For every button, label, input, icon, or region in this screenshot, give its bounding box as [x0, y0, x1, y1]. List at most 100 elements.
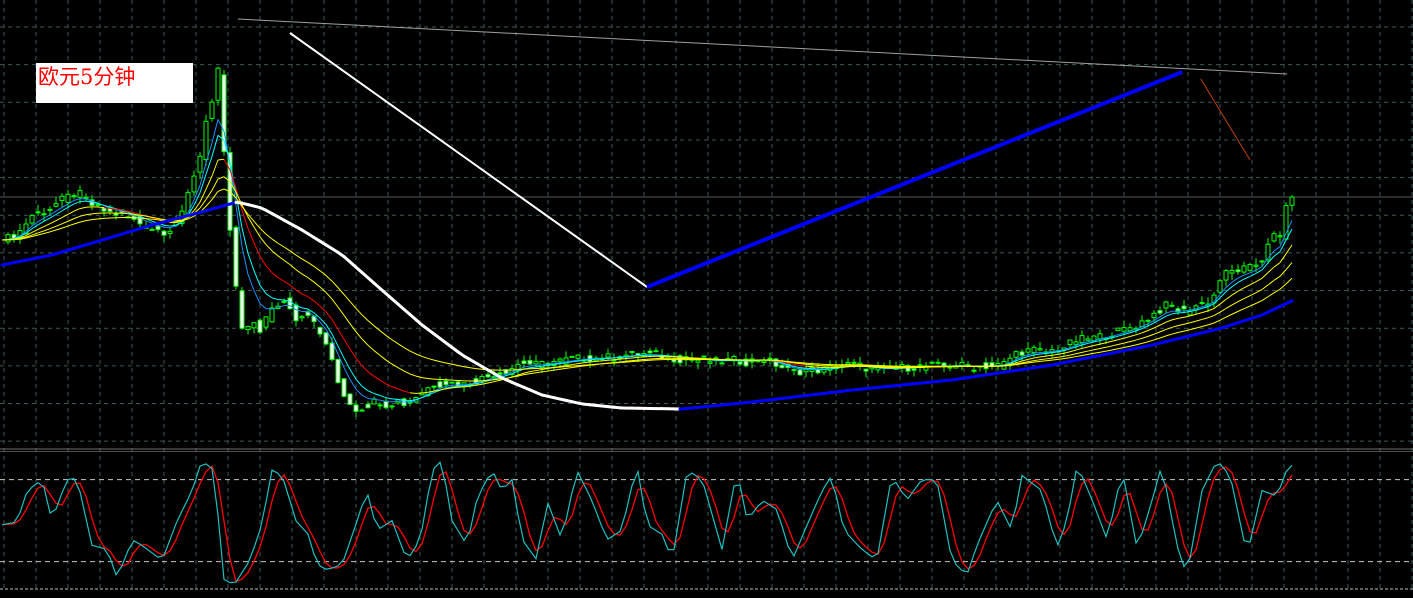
moving-average-line: [253, 270, 261, 286]
moving-average-line: [469, 384, 477, 387]
moving-average-line: [793, 367, 801, 370]
moving-average-line: [463, 385, 471, 388]
candle-body: [1079, 335, 1085, 344]
candle-body: [335, 358, 341, 384]
candle-body: [1259, 260, 1265, 263]
moving-average-line: [79, 220, 87, 223]
moving-average-line: [373, 350, 381, 356]
moving-average-line: [619, 355, 627, 358]
moving-average-line: [193, 192, 201, 206]
moving-average-line: [277, 277, 285, 282]
moving-average-line: [289, 301, 297, 306]
moving-average-line: [1183, 329, 1191, 332]
moving-average-line: [1243, 295, 1251, 299]
moving-average-line: [1075, 342, 1083, 346]
moving-average-line: [1177, 330, 1185, 333]
candle-body: [191, 175, 197, 193]
moving-average-line: [1237, 274, 1245, 279]
moving-average-line: [157, 224, 165, 228]
moving-average-line: [385, 335, 393, 341]
moving-average-line: [1069, 353, 1077, 356]
moving-average-line: [1189, 327, 1197, 331]
moving-average-line: [271, 272, 279, 278]
candle-body: [1013, 351, 1019, 358]
moving-average-line: [337, 329, 345, 340]
moving-average-line: [205, 156, 213, 175]
moving-average-line: [1195, 318, 1203, 322]
moving-average-line: [49, 214, 57, 219]
candle-body: [101, 207, 107, 212]
moving-average-line: [409, 399, 417, 402]
moving-average-line: [1159, 312, 1167, 318]
candle-body: [5, 234, 11, 243]
candle-body: [95, 203, 101, 206]
moving-average-line: [1165, 326, 1173, 330]
moving-average-line: [553, 368, 561, 371]
moving-average-line: [379, 355, 387, 361]
candle-body: [251, 322, 257, 329]
moving-average-line: [61, 225, 69, 229]
moving-average-line: [193, 201, 201, 211]
moving-average-line: [1267, 255, 1275, 264]
moving-average-line: [1249, 281, 1257, 286]
moving-average-line: [1039, 352, 1047, 355]
moving-average-line: [1141, 341, 1149, 344]
moving-average-line: [391, 339, 399, 345]
moving-average-line: [493, 378, 501, 381]
moving-average-line: [445, 386, 453, 389]
moving-average-line: [235, 205, 243, 247]
moving-average-line: [247, 253, 255, 271]
moving-average-line: [1105, 349, 1113, 352]
moving-average-line: [1081, 341, 1089, 344]
candle-body: [353, 404, 359, 412]
moving-average-line: [793, 365, 801, 369]
moving-average-line: [1147, 319, 1155, 325]
moving-average-line: [325, 292, 333, 300]
moving-average-line: [97, 217, 105, 220]
moving-average-line: [1231, 282, 1239, 288]
moving-average-line: [565, 361, 573, 364]
moving-average-line: [313, 266, 321, 272]
moving-average-line: [409, 373, 417, 377]
moving-average-line: [781, 363, 789, 367]
moving-average-line: [349, 369, 357, 380]
moving-average-line: [1207, 315, 1215, 319]
moving-average-line: [547, 363, 555, 366]
moving-average-line: [613, 358, 621, 361]
moving-average-line: [523, 365, 531, 368]
moving-average-line: [1273, 288, 1281, 294]
moving-average-line: [1123, 336, 1131, 339]
moving-average-line: [523, 373, 531, 376]
moving-average-line: [445, 387, 453, 390]
moving-average-line: [271, 297, 279, 300]
moving-average-line: [115, 209, 123, 213]
moving-average-line: [229, 164, 237, 206]
moving-average-line: [355, 388, 363, 396]
moving-average-line: [1045, 351, 1053, 353]
moving-average-line: [1093, 343, 1101, 346]
moving-average-line: [1255, 266, 1263, 271]
moving-average-line: [1123, 341, 1131, 344]
candle-body: [1037, 348, 1043, 351]
candle-body: [515, 363, 521, 372]
moving-average-line: [1249, 302, 1257, 307]
moving-average-line: [799, 367, 807, 369]
moving-average-line: [1285, 244, 1293, 255]
moving-average-line: [1147, 339, 1155, 343]
moving-average-line: [571, 359, 579, 362]
moving-average-line: [625, 357, 633, 360]
candle-body: [359, 409, 365, 412]
moving-average-line: [793, 362, 801, 365]
moving-average-line: [55, 217, 63, 222]
moving-average-line: [391, 363, 399, 369]
moving-average-line: [199, 189, 207, 203]
moving-average-line: [553, 363, 561, 365]
moving-average-line: [451, 385, 459, 388]
candle-body: [65, 193, 71, 203]
moving-average-line: [427, 357, 435, 361]
moving-average-line: [1183, 315, 1191, 318]
moving-average-line: [79, 214, 87, 217]
candle-body: [149, 228, 155, 231]
moving-average-line: [1207, 308, 1215, 312]
